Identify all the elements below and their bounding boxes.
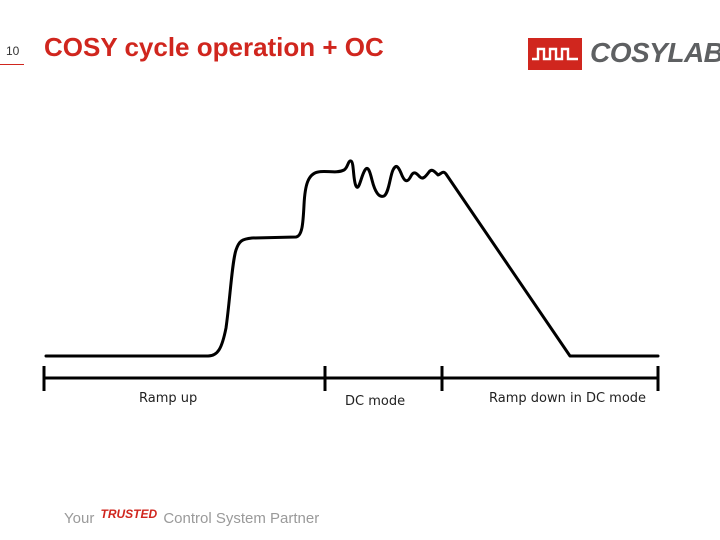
cycle-curve — [44, 159, 660, 358]
page-number-rule — [0, 64, 24, 65]
footer-tagline: Your TRUSTED Control System Partner — [64, 507, 320, 527]
slide-title: COSY cycle operation + OC — [44, 32, 384, 62]
tagline-suffix: Control System Partner — [163, 510, 320, 527]
cosylab-logo: COSYLAB — [528, 36, 720, 72]
phase-label-ramp-up: Ramp up — [139, 391, 197, 406]
tagline-trusted: TRUSTED — [100, 507, 158, 521]
phase-label-dc-mode: DC mode — [345, 394, 405, 409]
phase-label-ramp-down: Ramp down in DC mode — [489, 391, 646, 406]
square-wave-icon — [528, 38, 582, 70]
logo-wordmark: COSYLAB — [590, 37, 720, 68]
page-number: 10 — [6, 44, 20, 58]
tagline-prefix: Your — [64, 510, 95, 527]
